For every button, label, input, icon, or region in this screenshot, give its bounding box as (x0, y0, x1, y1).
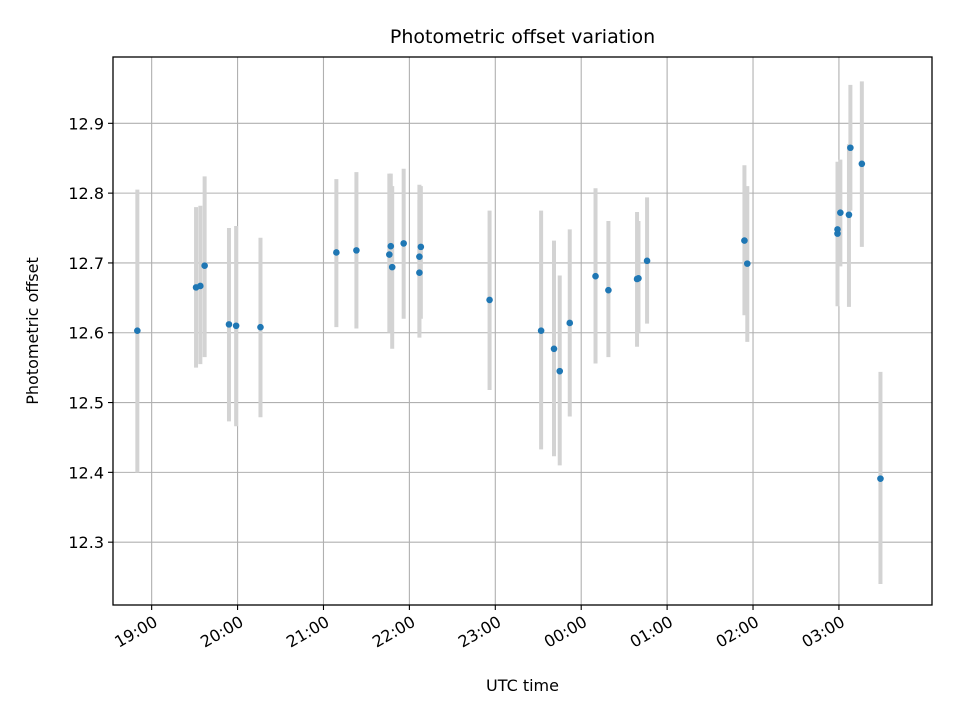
grid (113, 57, 932, 605)
data-point (556, 367, 564, 375)
chart-title: Photometric offset variation (390, 26, 655, 48)
y-tick-label: 12.5 (68, 394, 104, 413)
data-point (592, 272, 599, 280)
data-points (134, 144, 884, 482)
x-axis-label: UTC time (486, 676, 559, 695)
data-point (400, 240, 407, 247)
data-point (386, 251, 393, 258)
data-point (416, 269, 423, 277)
data-point (743, 260, 751, 267)
data-point (858, 160, 866, 168)
y-axis-label: Photometric offset (23, 257, 42, 405)
data-point (877, 475, 884, 482)
data-point (232, 322, 240, 330)
data-point (388, 263, 396, 271)
data-point (257, 323, 264, 331)
data-point (834, 226, 841, 233)
data-point (417, 243, 425, 251)
data-point (837, 209, 844, 216)
y-tick-label: 12.7 (68, 254, 104, 273)
data-point (537, 327, 545, 334)
data-point (845, 211, 853, 219)
data-point (134, 327, 141, 334)
data-point (353, 247, 360, 254)
data-point (741, 237, 748, 244)
data-point (643, 257, 651, 265)
data-point (197, 282, 204, 290)
y-tick-label: 12.8 (68, 184, 104, 203)
data-point (605, 286, 612, 294)
y-tick-label: 12.9 (68, 114, 104, 133)
data-point (333, 249, 340, 256)
data-point (201, 262, 208, 270)
data-point (225, 321, 233, 328)
data-point (566, 319, 574, 327)
data-point (387, 242, 395, 250)
y-tick-label: 12.4 (68, 463, 104, 482)
data-point (486, 296, 493, 304)
y-axis-ticks: 12.3 12.4 12.5 12.6 12.7 12.8 12.9 (68, 114, 113, 552)
data-point (847, 144, 854, 152)
data-point (635, 274, 642, 282)
data-point (416, 253, 423, 260)
plot-frame (112, 56, 933, 606)
data-point (550, 345, 558, 353)
y-tick-label: 12.6 (68, 324, 104, 343)
y-tick-label: 12.3 (68, 533, 104, 552)
